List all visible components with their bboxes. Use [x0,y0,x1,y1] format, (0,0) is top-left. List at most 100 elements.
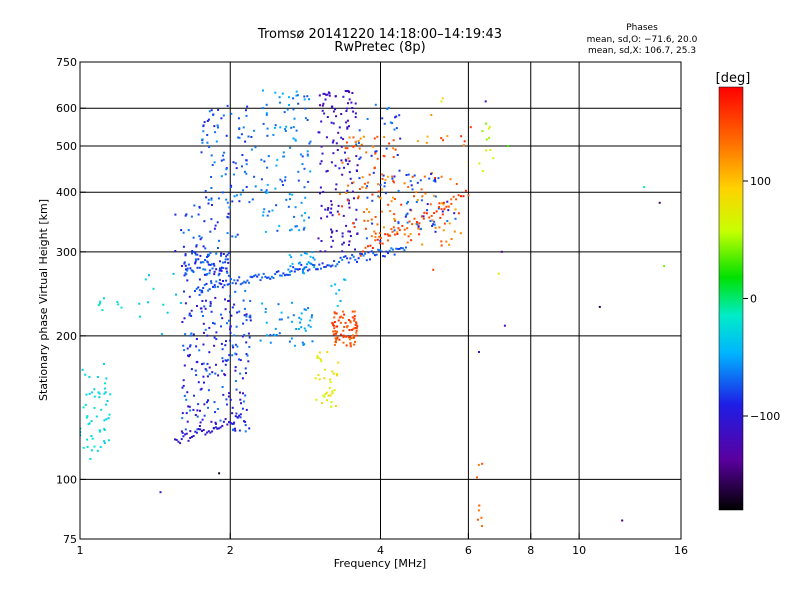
data-point [346,147,349,150]
data-point [347,102,349,105]
data-point [403,182,406,185]
data-point [103,419,106,422]
data-point [215,363,217,366]
data-point [336,210,339,213]
data-point [345,159,348,162]
data-point [198,425,201,427]
data-point [278,96,281,99]
data-point [227,300,230,302]
data-point [208,288,211,291]
data-point [342,95,345,98]
data-point [317,131,320,134]
data-point [208,373,211,376]
data-point [452,195,455,198]
data-point [351,334,354,337]
data-point [357,142,360,144]
data-point [338,213,341,216]
data-point [334,337,337,340]
data-point [326,93,329,96]
data-point [395,127,398,130]
data-point [184,253,187,256]
data-point [195,338,198,340]
data-point [229,328,231,331]
data-point [220,313,222,316]
data-point [288,96,290,99]
data-point [598,305,601,308]
data-point [231,406,234,409]
data-point [330,284,333,287]
data-point [480,516,483,519]
data-point [275,271,278,273]
data-point [363,182,366,185]
data-point [213,125,216,128]
data-point [215,331,218,334]
data-point [324,265,327,268]
data-point [204,368,207,371]
data-point [410,239,413,242]
data-point [196,305,198,307]
data-point [218,239,220,242]
data-point [97,304,100,307]
data-point [231,412,234,415]
data-point [219,268,222,271]
data-point [279,178,282,181]
grid-lines [80,62,681,539]
data-point [222,114,225,117]
data-point [148,274,150,277]
data-point [370,154,373,157]
data-point [352,255,355,258]
data-point [214,426,217,429]
data-point [346,257,349,260]
data-point [426,209,428,212]
data-point [202,429,205,431]
data-point [217,126,219,129]
data-point [236,311,239,314]
data-point [236,345,239,348]
data-point [450,198,453,201]
data-point [226,322,228,325]
data-point [336,149,339,151]
data-point [295,268,298,271]
data-point [345,335,348,338]
data-point [288,340,291,343]
data-point [345,90,348,93]
data-point [298,268,301,271]
data-point [337,204,340,207]
data-point [330,245,333,248]
data-point [405,174,408,176]
data-point [218,278,221,281]
data-point [244,420,247,423]
data-point [209,305,212,307]
data-point [338,167,341,170]
data-point [103,429,106,431]
data-point [336,263,339,266]
data-point [293,344,296,347]
data-point [232,422,235,425]
data-point [381,173,384,176]
data-point [195,245,198,248]
data-point [198,293,201,296]
data-point [241,154,244,156]
data-point [349,257,352,260]
data-point [375,150,378,153]
data-point [283,111,286,114]
data-point [355,155,358,158]
data-point [204,259,206,261]
data-point [346,127,349,130]
data-point [238,200,241,203]
data-point [218,269,221,272]
data-point [287,205,290,208]
data-point [293,215,296,218]
data-point [290,337,293,340]
data-point [207,118,210,121]
data-point [351,92,354,94]
data-point [303,308,306,311]
data-point [203,283,206,286]
data-point [217,247,219,249]
data-point [89,457,92,460]
data-point [239,359,242,362]
data-point [218,282,221,285]
colorbar [718,86,744,511]
data-point [343,325,346,328]
data-point [347,90,350,92]
